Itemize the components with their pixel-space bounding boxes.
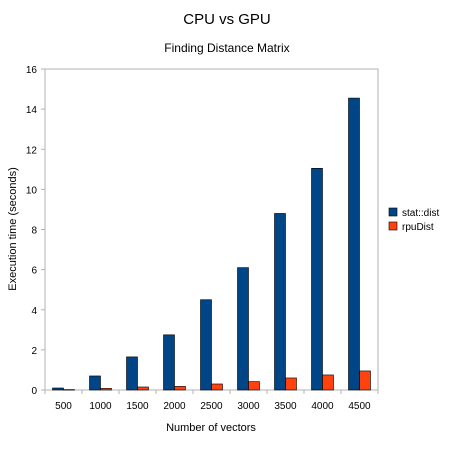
y-tick-label: 16 — [26, 65, 38, 76]
bar-rpudist-1000 — [100, 388, 112, 391]
x-tick-label: 3000 — [237, 401, 260, 412]
bar-statdist-3000 — [237, 267, 249, 391]
bar-rpudist-3500 — [285, 377, 297, 391]
x-axis-ticks: 500 1000 1500 2000 2500 3000 3500 4000 4500 — [44, 390, 379, 412]
y-tick-label: 2 — [31, 346, 37, 357]
x-tick-label: 500 — [55, 401, 72, 412]
bar-statdist-2500 — [200, 299, 212, 391]
chart-title: CPU vs GPU — [183, 11, 271, 28]
x-tick-label: 4500 — [348, 401, 371, 412]
y-tick-label: 6 — [31, 266, 37, 277]
legend-label: stat::dist — [402, 208, 439, 219]
bar-rpudist-500 — [63, 389, 75, 391]
bar-rpudist-2500 — [211, 383, 223, 391]
bar-rpudist-2000 — [174, 386, 186, 391]
y-tick-label: 0 — [31, 386, 37, 397]
bar-statdist-4500 — [348, 97, 360, 391]
y-tick-label: 4 — [31, 306, 37, 317]
y-axis-label: Execution time (seconds) — [7, 167, 19, 291]
x-tick-label: 1500 — [126, 401, 149, 412]
bar-statdist-4000 — [311, 168, 323, 391]
y-tick-label: 14 — [26, 105, 38, 116]
x-tick-label: 2000 — [163, 401, 186, 412]
bar-statdist-500 — [52, 387, 64, 391]
legend-swatch — [388, 207, 398, 217]
bar-rpudist-4500 — [359, 370, 371, 391]
bar-rpudist-3000 — [248, 381, 260, 391]
bar-statdist-1000 — [89, 375, 101, 391]
x-axis-label: Number of vectors — [166, 422, 256, 434]
bar-statdist-1500 — [126, 356, 138, 391]
legend-swatch — [388, 221, 398, 231]
y-axis-ticks: 0 2 4 6 8 10 12 14 16 — [26, 65, 45, 397]
bar-statdist-3500 — [274, 213, 286, 391]
y-tick-label: 12 — [26, 145, 38, 156]
legend-label: rpuDist — [402, 222, 434, 233]
bar-statdist-2000 — [163, 334, 175, 391]
bar-rpudist-4000 — [322, 374, 334, 391]
bar-rpudist-1500 — [137, 386, 149, 391]
x-tick-label: 1000 — [89, 401, 112, 412]
y-tick-label: 10 — [26, 185, 38, 196]
x-tick-label: 3500 — [274, 401, 297, 412]
x-tick-label: 4000 — [311, 401, 334, 412]
x-tick-label: 2500 — [200, 401, 223, 412]
bar-groups — [52, 97, 371, 391]
chart-subtitle: Finding Distance Matrix — [164, 41, 289, 55]
y-tick-label: 8 — [31, 226, 37, 237]
